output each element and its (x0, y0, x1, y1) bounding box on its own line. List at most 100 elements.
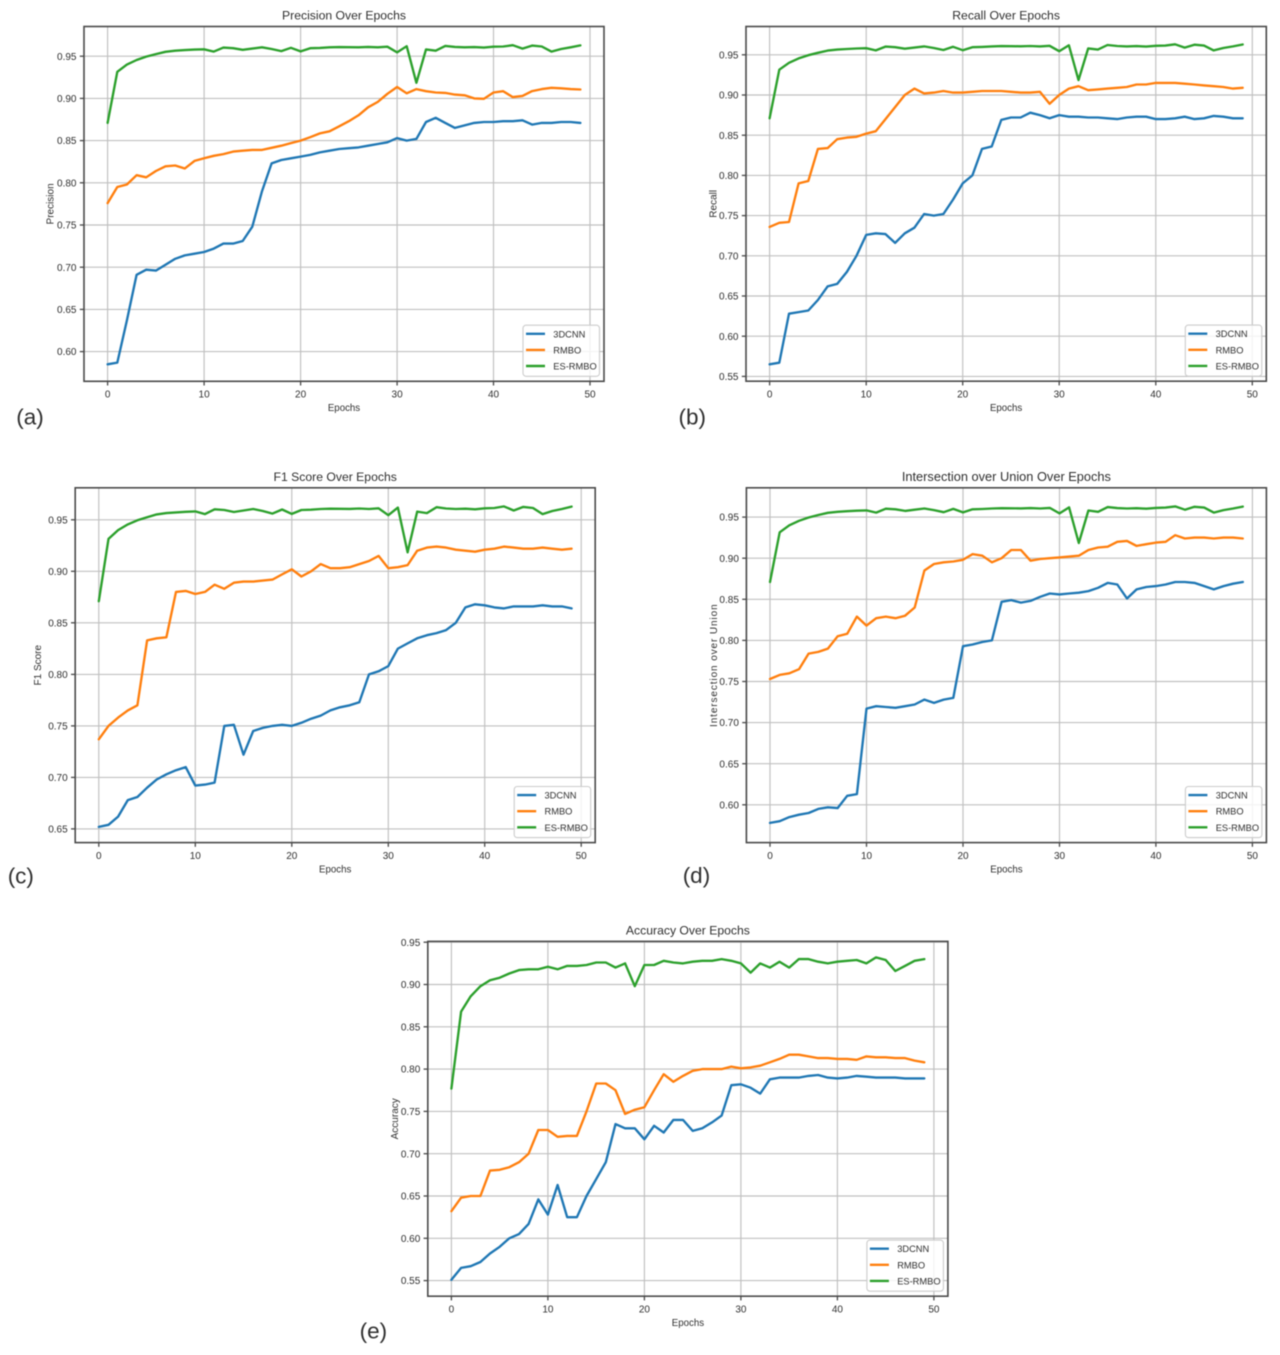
svg-text:0.80: 0.80 (48, 670, 68, 681)
svg-text:20: 20 (639, 1304, 651, 1315)
svg-text:0.60: 0.60 (719, 800, 739, 811)
svg-text:40: 40 (1150, 851, 1162, 862)
svg-text:3DCNN: 3DCNN (897, 1244, 929, 1254)
svg-text:20: 20 (957, 389, 969, 400)
svg-text:ES-RMBO: ES-RMBO (897, 1276, 940, 1286)
svg-text:0.95: 0.95 (57, 52, 77, 63)
svg-text:Intersection over Union Over E: Intersection over Union Over Epochs (902, 469, 1111, 484)
svg-text:F1 Score: F1 Score (33, 644, 44, 685)
svg-text:30: 30 (383, 851, 395, 862)
svg-text:0.65: 0.65 (401, 1192, 421, 1203)
svg-text:0.75: 0.75 (719, 677, 739, 688)
svg-text:ES-RMBO: ES-RMBO (1216, 823, 1259, 833)
svg-text:40: 40 (488, 390, 500, 401)
svg-text:0.80: 0.80 (401, 1065, 421, 1076)
svg-text:0.60: 0.60 (401, 1234, 421, 1245)
svg-text:50: 50 (928, 1304, 940, 1315)
svg-text:Precision: Precision (46, 183, 57, 224)
svg-text:40: 40 (1150, 389, 1162, 400)
svg-text:0.85: 0.85 (719, 131, 739, 142)
svg-text:50: 50 (576, 851, 588, 862)
svg-text:0.95: 0.95 (48, 515, 68, 526)
svg-text:ES-RMBO: ES-RMBO (545, 823, 588, 833)
svg-text:0.95: 0.95 (401, 938, 421, 949)
svg-text:30: 30 (735, 1304, 747, 1315)
svg-text:10: 10 (861, 851, 873, 862)
svg-text:0.75: 0.75 (57, 221, 77, 232)
svg-text:3DCNN: 3DCNN (1216, 791, 1248, 801)
svg-text:0.65: 0.65 (48, 825, 68, 836)
svg-text:Epochs: Epochs (672, 1318, 704, 1329)
svg-text:10: 10 (861, 389, 873, 400)
svg-text:40: 40 (832, 1304, 844, 1315)
svg-text:20: 20 (957, 851, 969, 862)
svg-text:RMBO: RMBO (545, 807, 573, 817)
svg-text:50: 50 (1247, 389, 1259, 400)
svg-text:0.85: 0.85 (719, 595, 739, 606)
svg-text:Recall: Recall (709, 190, 720, 218)
svg-text:30: 30 (1054, 389, 1066, 400)
svg-text:Epochs: Epochs (319, 864, 351, 875)
svg-text:3DCNN: 3DCNN (1216, 329, 1248, 339)
svg-text:0.55: 0.55 (719, 372, 739, 383)
svg-text:0.70: 0.70 (48, 773, 68, 784)
svg-text:10: 10 (190, 851, 202, 862)
svg-text:0: 0 (96, 851, 102, 862)
svg-text:10: 10 (199, 390, 211, 401)
svg-text:RMBO: RMBO (897, 1260, 925, 1270)
svg-text:Accuracy Over Epochs: Accuracy Over Epochs (626, 923, 750, 937)
svg-text:0.65: 0.65 (719, 292, 739, 303)
svg-text:Recall Over Epochs: Recall Over Epochs (952, 9, 1060, 23)
svg-text:0.90: 0.90 (48, 567, 68, 578)
svg-text:Precision Over Epochs: Precision Over Epochs (282, 9, 406, 23)
svg-text:(e): (e) (360, 1318, 388, 1343)
svg-text:ES-RMBO: ES-RMBO (553, 362, 596, 372)
svg-text:ES-RMBO: ES-RMBO (1216, 361, 1259, 371)
svg-text:(b): (b) (679, 404, 707, 429)
svg-text:0.65: 0.65 (719, 759, 739, 770)
svg-text:0.85: 0.85 (57, 136, 77, 147)
svg-text:RMBO: RMBO (553, 345, 581, 355)
svg-text:F1 Score Over Epochs: F1 Score Over Epochs (274, 470, 397, 484)
svg-text:Intersection over Union: Intersection over Union (709, 603, 720, 727)
svg-text:0.90: 0.90 (719, 554, 739, 565)
svg-text:0: 0 (105, 390, 111, 401)
svg-text:0.95: 0.95 (719, 50, 739, 61)
svg-text:Epochs: Epochs (990, 403, 1022, 414)
svg-text:50: 50 (584, 390, 596, 401)
svg-text:3DCNN: 3DCNN (553, 329, 585, 339)
svg-text:20: 20 (286, 851, 298, 862)
svg-text:0.85: 0.85 (401, 1022, 421, 1033)
svg-text:0.85: 0.85 (48, 618, 68, 629)
svg-text:(c): (c) (8, 863, 34, 888)
svg-text:0.75: 0.75 (48, 722, 68, 733)
svg-text:0.90: 0.90 (401, 980, 421, 991)
svg-text:0.80: 0.80 (719, 171, 739, 182)
svg-text:30: 30 (1054, 851, 1066, 862)
svg-text:0.75: 0.75 (719, 211, 739, 222)
svg-text:0.90: 0.90 (57, 94, 77, 105)
svg-text:0.55: 0.55 (401, 1276, 421, 1287)
svg-text:0.70: 0.70 (719, 718, 739, 729)
svg-text:Accuracy: Accuracy (390, 1098, 401, 1139)
svg-text:0: 0 (767, 389, 773, 400)
svg-text:0.75: 0.75 (401, 1107, 421, 1118)
svg-text:40: 40 (479, 851, 491, 862)
svg-text:0.70: 0.70 (401, 1149, 421, 1160)
svg-text:Epochs: Epochs (990, 864, 1022, 875)
svg-text:0: 0 (449, 1304, 455, 1315)
svg-text:0.70: 0.70 (57, 263, 77, 274)
svg-text:10: 10 (542, 1304, 554, 1315)
svg-text:0.60: 0.60 (719, 332, 739, 343)
svg-text:(a): (a) (16, 404, 44, 429)
svg-text:0.80: 0.80 (57, 178, 77, 189)
svg-text:3DCNN: 3DCNN (545, 791, 577, 801)
svg-text:30: 30 (392, 390, 404, 401)
svg-text:0.80: 0.80 (719, 636, 739, 647)
svg-text:0.70: 0.70 (719, 251, 739, 262)
svg-text:20: 20 (295, 390, 307, 401)
svg-text:RMBO: RMBO (1216, 345, 1244, 355)
svg-text:0.60: 0.60 (57, 347, 77, 358)
svg-text:Epochs: Epochs (328, 403, 360, 414)
svg-text:0.95: 0.95 (719, 513, 739, 524)
